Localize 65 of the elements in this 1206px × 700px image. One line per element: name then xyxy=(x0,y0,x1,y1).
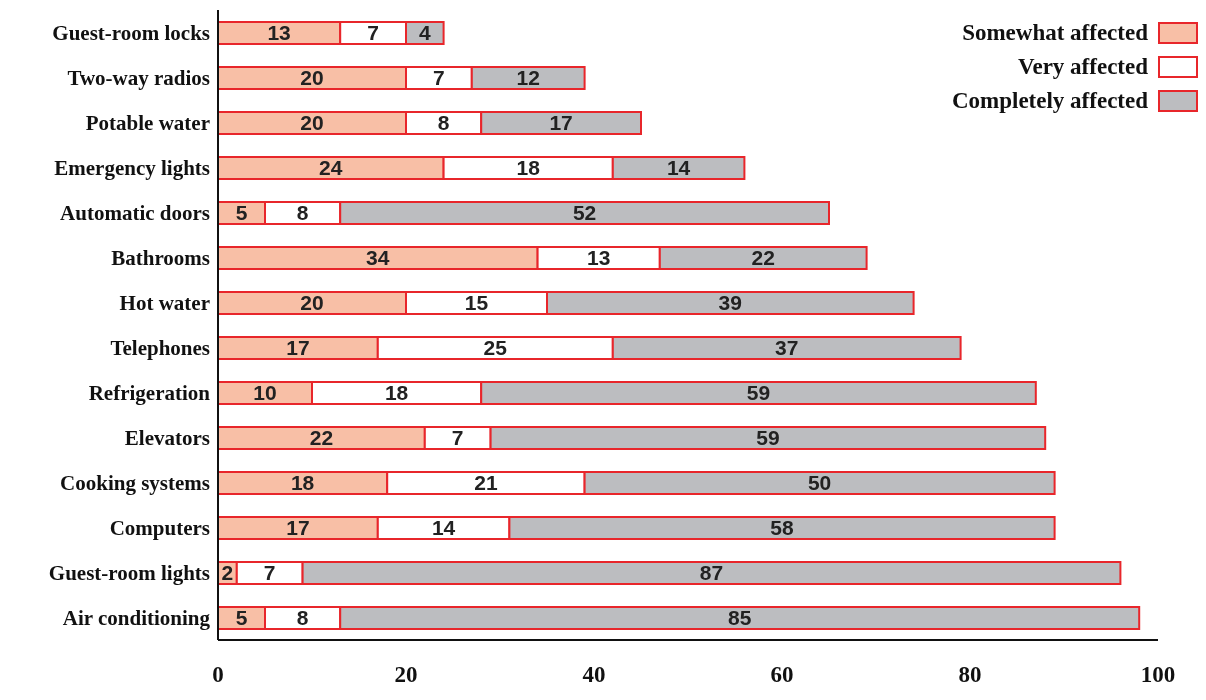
data-label: 50 xyxy=(807,471,832,495)
legend-label: Completely affected xyxy=(951,88,1148,114)
y-tick-label: Telephones xyxy=(110,335,210,360)
data-label: 52 xyxy=(572,201,597,225)
data-label: 58 xyxy=(770,516,794,540)
x-tick-label: 100 xyxy=(1140,662,1176,688)
data-label: 5 xyxy=(235,606,248,630)
data-label: 7 xyxy=(263,561,276,585)
legend-label: Very affected xyxy=(1017,54,1148,80)
data-label: 22 xyxy=(751,246,775,270)
data-label: 5 xyxy=(235,201,248,225)
y-tick-label: Elevators xyxy=(124,425,210,450)
y-tick-label: Two-way radios xyxy=(67,65,210,90)
data-label: 8 xyxy=(437,111,450,135)
data-label: 2 xyxy=(221,561,234,585)
data-label: 13 xyxy=(267,21,291,45)
data-label: 18 xyxy=(290,471,315,495)
y-tick-label: Guest-room locks xyxy=(52,20,210,45)
x-tick-label: 0 xyxy=(212,662,224,688)
data-label: 59 xyxy=(756,426,780,450)
data-label: 8 xyxy=(296,201,309,225)
data-label: 13 xyxy=(587,246,611,270)
y-tick-label: Potable water xyxy=(85,110,210,135)
x-tick-label: 60 xyxy=(770,662,794,688)
data-label: 14 xyxy=(666,156,691,180)
data-label: 7 xyxy=(367,21,379,45)
data-label: 7 xyxy=(433,66,445,90)
data-label: 8 xyxy=(296,606,309,630)
x-tick-label: 20 xyxy=(394,662,418,688)
data-label: 59 xyxy=(746,381,771,405)
y-tick-label: Emergency lights xyxy=(54,155,210,180)
y-tick-label: Cooking systems xyxy=(60,470,210,495)
data-label: 7 xyxy=(451,426,464,450)
data-label: 10 xyxy=(253,381,277,405)
data-label: 39 xyxy=(718,291,742,315)
data-label: 85 xyxy=(728,606,752,630)
y-tick-label: Bathrooms xyxy=(111,245,210,270)
data-label: 14 xyxy=(431,516,456,540)
x-tick-label: 80 xyxy=(958,662,982,688)
y-tick-label: Air conditioning xyxy=(62,605,211,630)
data-label: 18 xyxy=(384,381,409,405)
data-label: 17 xyxy=(549,111,573,135)
data-label: 21 xyxy=(474,471,498,495)
data-label: 4 xyxy=(418,21,431,45)
data-label: 17 xyxy=(286,516,310,540)
data-label: 17 xyxy=(286,336,310,360)
data-label: 20 xyxy=(300,291,324,315)
data-label: 24 xyxy=(319,156,343,180)
data-label: 87 xyxy=(699,561,724,585)
y-tick-label: Refrigeration xyxy=(88,380,211,405)
data-label: 20 xyxy=(300,66,324,90)
x-tick-label: 40 xyxy=(582,662,606,688)
data-label: 25 xyxy=(483,336,508,360)
legend-label: Somewhat affected xyxy=(962,20,1148,46)
y-tick-label: Hot water xyxy=(119,290,210,315)
y-tick-label: Guest-room lights xyxy=(48,560,210,585)
data-label: 34 xyxy=(366,246,390,270)
data-label: 18 xyxy=(516,156,541,180)
y-tick-label: Computers xyxy=(109,515,210,540)
y-tick-label: Automatic doors xyxy=(60,200,210,225)
data-label: 20 xyxy=(300,111,324,135)
data-label: 22 xyxy=(309,426,334,450)
data-label: 37 xyxy=(775,336,799,360)
data-label: 15 xyxy=(464,291,489,315)
data-label: 12 xyxy=(516,66,540,90)
